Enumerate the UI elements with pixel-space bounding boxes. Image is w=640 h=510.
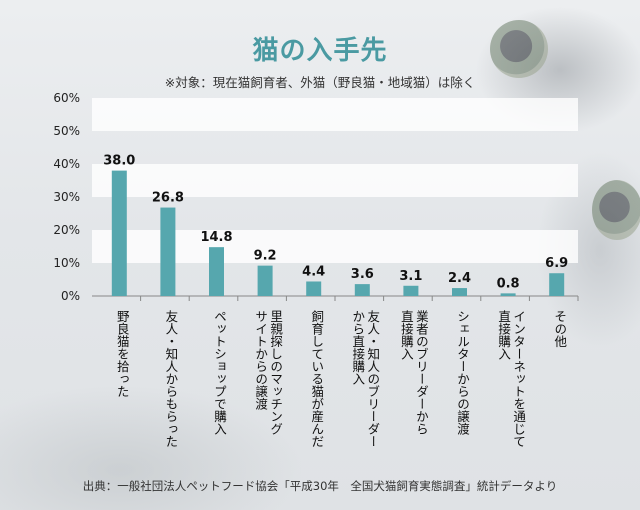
category-label-line: サイトからの譲渡 xyxy=(253,310,269,410)
bar xyxy=(452,288,467,296)
category-label-line: 直接購入 xyxy=(398,310,414,360)
category-label-line: シェルターからの譲渡 xyxy=(455,310,470,435)
category-label: 友人・知人のブリーダーから直接購入 xyxy=(349,310,381,448)
category-label-line: インターネットを通じて xyxy=(511,310,527,448)
category-label-line: その他 xyxy=(552,310,568,348)
bar xyxy=(306,281,322,296)
bar-value-label: 3.6 xyxy=(351,267,374,282)
bar-value-label: 4.4 xyxy=(302,264,325,279)
category-label: 友人・知人からもらった xyxy=(162,310,179,448)
bar xyxy=(500,293,516,296)
bar-value-label: 6.9 xyxy=(545,256,568,271)
bar xyxy=(209,247,224,296)
category-label: インターネットを通じて直接購入 xyxy=(495,310,527,448)
chart-subtitle: ※対象：現在猫飼育者、外猫（野良猫・地域猫）は除く xyxy=(164,75,476,90)
bar-value-label: 9.2 xyxy=(254,249,277,264)
category-label: シェルターからの譲渡 xyxy=(454,310,470,435)
chart-title: 猫の入手先 xyxy=(252,36,388,66)
category-label: 業者のブリーダーから直接購入 xyxy=(398,310,429,435)
y-tick-label: 20% xyxy=(53,223,80,237)
y-tick-label: 50% xyxy=(53,124,80,138)
category-label: 野良猫を拾った xyxy=(114,310,130,398)
y-tick-label: 10% xyxy=(53,256,80,270)
bar-value-label: 0.8 xyxy=(497,276,520,291)
category-label: 飼育している猫が産んだ xyxy=(308,310,325,448)
grid-band xyxy=(92,98,578,131)
category-label: 里親探しのマッチングサイトからの譲渡 xyxy=(252,310,284,435)
category-label-line: 友人・知人のブリーダー xyxy=(365,310,381,448)
y-tick-label: 0% xyxy=(61,289,80,303)
grid-band xyxy=(92,164,578,197)
y-tick-label: 60% xyxy=(53,91,80,105)
category-label-line: 友人・知人からもらった xyxy=(163,310,179,448)
bar xyxy=(111,170,127,296)
category-label-line: ペットショップで購入 xyxy=(212,310,227,435)
bar-value-label: 2.4 xyxy=(448,271,471,286)
bar-value-label: 3.1 xyxy=(399,269,422,284)
bar-value-label: 38.0 xyxy=(103,154,135,169)
category-label: その他 xyxy=(551,310,568,348)
cat-eye-right xyxy=(592,180,640,240)
category-label-line: 直接購入 xyxy=(496,310,512,360)
bar-value-label: 14.8 xyxy=(200,230,232,245)
category-label-line: 里親探しのマッチング xyxy=(268,310,284,435)
bar xyxy=(549,273,565,296)
y-tick-label: 40% xyxy=(53,157,80,171)
bar xyxy=(403,285,419,296)
category-label-line: 野良猫を拾った xyxy=(114,310,130,398)
bar-value-label: 26.8 xyxy=(152,191,184,206)
bar xyxy=(354,284,370,296)
bar xyxy=(160,207,176,296)
category-label-line: 業者のブリーダーから xyxy=(413,310,429,435)
cat-eye-left xyxy=(490,20,548,78)
bar xyxy=(257,265,273,296)
category-label-line: から直接購入 xyxy=(350,310,366,385)
source-footer: 出典：一般社団法人ペットフード協会「平成30年 全国犬猫飼育実態調査」統計データ… xyxy=(82,479,558,493)
category-label: ペットショップで購入 xyxy=(211,310,227,435)
category-label-line: 飼育している猫が産んだ xyxy=(309,310,325,448)
y-tick-label: 30% xyxy=(53,190,80,204)
